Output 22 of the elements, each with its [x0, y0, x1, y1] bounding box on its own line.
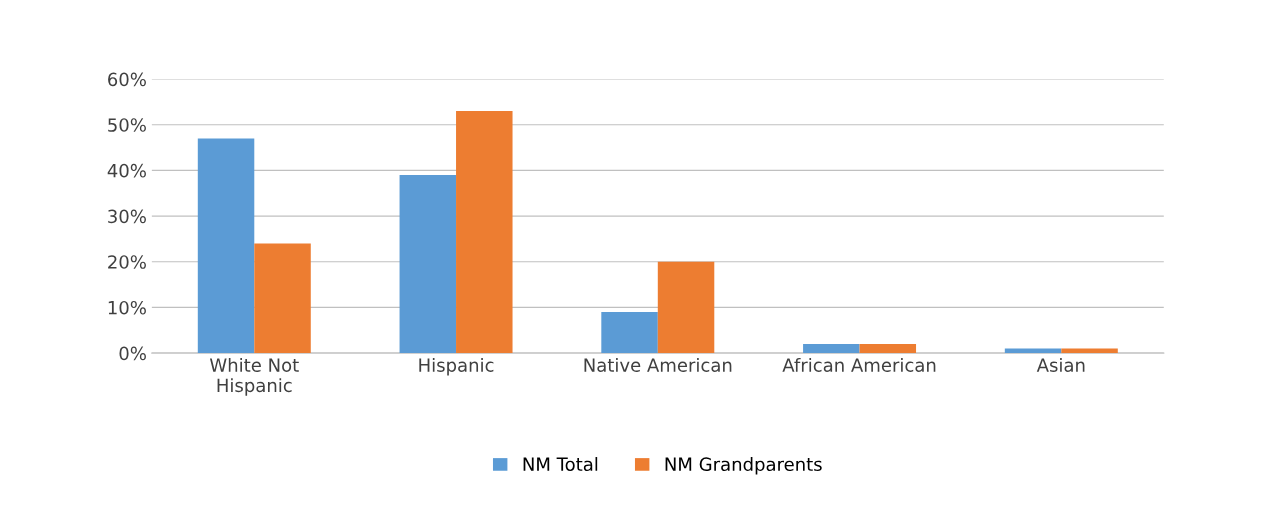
bar	[803, 343, 860, 354]
bar	[197, 138, 255, 354]
y-tick-label: 20%	[108, 255, 146, 269]
y-tick-label: 60%	[108, 72, 146, 87]
x-tick-label: Asian	[1036, 357, 1085, 372]
x-tick-label: Hispanic	[419, 357, 494, 376]
y-tick-label: 40%	[107, 163, 146, 178]
bar	[456, 111, 513, 354]
bar	[859, 343, 917, 354]
bar	[254, 243, 311, 354]
x-tick-label: African American	[782, 357, 936, 372]
legend-label: NM Grandparents	[665, 457, 822, 475]
bar	[657, 261, 715, 354]
y-tick-label: 0%	[119, 346, 146, 361]
legend-label: NM Total	[523, 457, 598, 472]
bar	[601, 311, 658, 354]
y-tick-label: 30%	[108, 209, 146, 224]
y-tick-label: 10%	[108, 300, 146, 315]
x-tick-label: Native American	[584, 357, 732, 372]
x-tick-label: White Not Hispanic	[209, 357, 299, 396]
y-tick-label: 50%	[108, 118, 146, 132]
bar	[399, 174, 457, 354]
